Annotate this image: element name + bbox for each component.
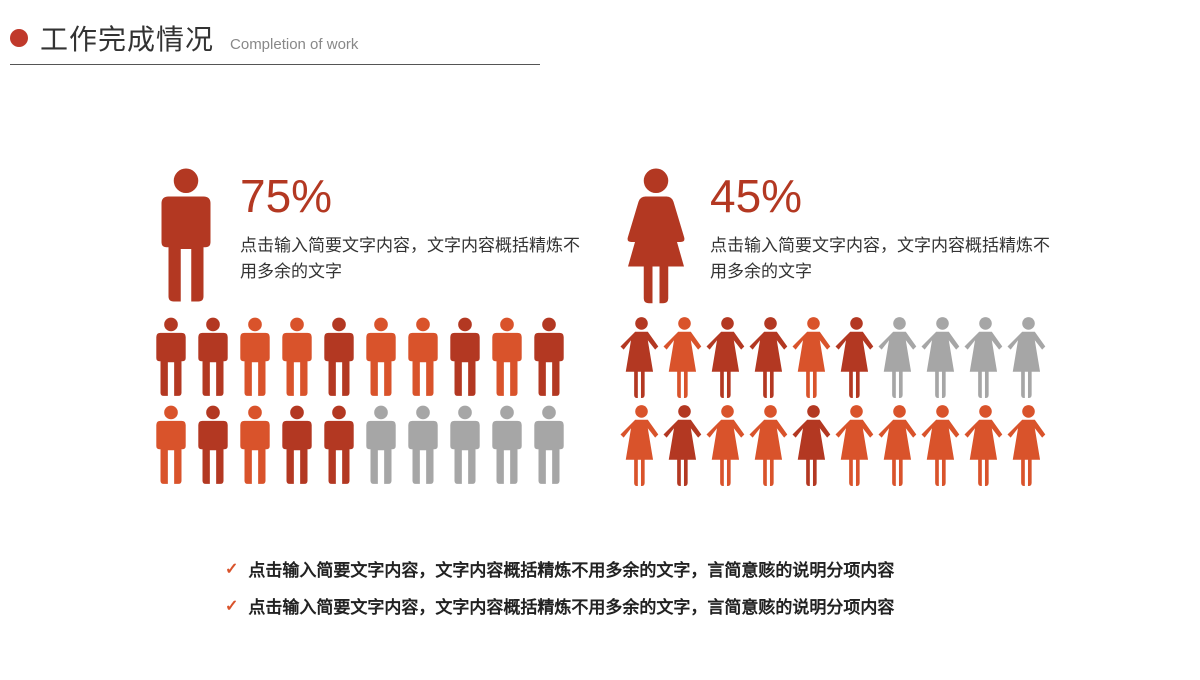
male-small-icon [528, 403, 570, 487]
check-icon: ✓ [225, 559, 238, 579]
female-small-icon [921, 315, 964, 399]
male-small-icon [318, 315, 360, 399]
male-small-icon [402, 315, 444, 399]
bullet-item: ✓ 点击输入简要文字内容，文字内容概括精炼不用多余的文字，言简意赅的说明分项内容 [225, 556, 894, 581]
female-description: 点击输入简要文字内容，文字内容概括精炼不用多余的文字 [710, 233, 1060, 284]
male-description: 点击输入简要文字内容，文字内容概括精炼不用多余的文字 [240, 233, 580, 284]
check-icon: ✓ [225, 596, 238, 616]
male-small-icon [192, 403, 234, 487]
male-small-icon [444, 403, 486, 487]
female-panel-top: 45% 点击输入简要文字内容，文字内容概括精炼不用多余的文字 [620, 165, 1060, 305]
header-dot-icon [10, 29, 28, 47]
male-small-icon [234, 403, 276, 487]
female-small-icon [921, 403, 964, 487]
female-small-icon [749, 403, 792, 487]
male-icon-grid [150, 315, 580, 487]
male-small-icon [444, 315, 486, 399]
female-text-block: 45% 点击输入简要文字内容，文字内容概括精炼不用多余的文字 [710, 165, 1060, 284]
male-small-icon [402, 403, 444, 487]
female-small-icon [1007, 403, 1050, 487]
bullet-text: 点击输入简要文字内容，文字内容概括精炼不用多余的文字，言简意赅的说明分项内容 [248, 593, 894, 618]
female-panel: 45% 点击输入简要文字内容，文字内容概括精炼不用多余的文字 [620, 165, 1060, 491]
female-small-icon [835, 315, 878, 399]
male-small-icon [360, 403, 402, 487]
female-small-icon [620, 403, 663, 487]
female-small-icon [878, 403, 921, 487]
female-small-icon [749, 315, 792, 399]
bullet-list: ✓点击输入简要文字内容，文字内容概括精炼不用多余的文字，言简意赅的说明分项内容✓… [225, 556, 894, 630]
male-panel-top: 75% 点击输入简要文字内容，文字内容概括精炼不用多余的文字 [150, 165, 580, 305]
female-icon-grid [620, 315, 1060, 487]
male-small-icon [192, 315, 234, 399]
male-small-icon [486, 315, 528, 399]
female-small-icon [835, 403, 878, 487]
male-percent: 75% [240, 173, 580, 219]
male-small-icon [150, 315, 192, 399]
header-subtitle: Completion of work [230, 36, 358, 53]
male-big-icon [150, 165, 222, 305]
female-small-icon [663, 315, 706, 399]
female-big-icon [620, 165, 692, 305]
male-panel: 75% 点击输入简要文字内容，文字内容概括精炼不用多余的文字 [150, 165, 580, 491]
male-text-block: 75% 点击输入简要文字内容，文字内容概括精炼不用多余的文字 [240, 165, 580, 284]
female-small-icon [663, 403, 706, 487]
male-small-icon [150, 403, 192, 487]
male-small-icon [276, 315, 318, 399]
male-small-icon [318, 403, 360, 487]
female-small-icon [792, 403, 835, 487]
bullet-item: ✓ 点击输入简要文字内容，文字内容概括精炼不用多余的文字，言简意赅的说明分项内容 [225, 593, 894, 618]
female-small-icon [792, 315, 835, 399]
header-title: 工作完成情况 [40, 18, 214, 58]
male-small-icon [276, 403, 318, 487]
female-small-icon [964, 315, 1007, 399]
slide-header: 工作完成情况 Completion of work [10, 18, 540, 65]
bullet-text: 点击输入简要文字内容，文字内容概括精炼不用多余的文字，言简意赅的说明分项内容 [248, 556, 894, 581]
female-small-icon [964, 403, 1007, 487]
female-row-2 [620, 403, 1060, 487]
female-small-icon [878, 315, 921, 399]
female-small-icon [1007, 315, 1050, 399]
female-row-1 [620, 315, 1060, 399]
male-small-icon [360, 315, 402, 399]
male-row-1 [150, 315, 580, 399]
male-small-icon [234, 315, 276, 399]
female-small-icon [706, 403, 749, 487]
female-small-icon [706, 315, 749, 399]
male-small-icon [528, 315, 570, 399]
female-percent: 45% [710, 173, 1060, 219]
male-small-icon [486, 403, 528, 487]
male-row-2 [150, 403, 580, 487]
female-small-icon [620, 315, 663, 399]
